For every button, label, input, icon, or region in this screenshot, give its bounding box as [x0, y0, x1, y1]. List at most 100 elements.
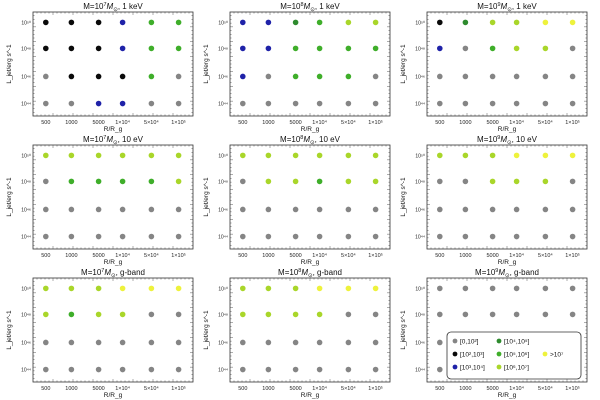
data-point: [316, 311, 323, 318]
x-tick-label: 5×10⁴: [144, 252, 159, 259]
data-point: [437, 285, 443, 292]
panel-frame: [229, 277, 391, 383]
y-axis-label: L_jet/erg s^-1: [203, 44, 210, 84]
data-point: [68, 100, 75, 107]
data-point: [372, 366, 379, 373]
x-tick-label: 5×10⁴: [538, 119, 553, 126]
data-point: [175, 100, 182, 107]
data-point: [372, 100, 379, 107]
x-tick-label: 5×10⁴: [144, 119, 159, 126]
data-point: [437, 73, 443, 80]
y-tick-label: 10⁵⁰: [218, 286, 228, 292]
data-point: [68, 178, 75, 185]
data-point: [316, 100, 323, 107]
data-point: [43, 19, 49, 26]
data-point: [292, 73, 299, 80]
data-point: [240, 73, 246, 80]
data-point: [372, 45, 379, 52]
legend-marker: [452, 351, 458, 357]
panel-title: M=108M⊙, 10 eV: [280, 135, 341, 146]
data-point: [292, 233, 299, 240]
panel-1: M=107M⊙, 1 keV 500 1000 5000 1×10⁴ 5×10⁴ 1×10⁵…: [6, 2, 194, 133]
data-point: [569, 206, 576, 213]
y-axis-label: L_jet/erg s^-1: [400, 310, 407, 350]
data-point: [265, 339, 272, 346]
legend-marker: [452, 338, 458, 344]
x-tick-label: 5000: [289, 386, 301, 392]
data-point: [95, 73, 102, 80]
data-point: [43, 206, 49, 213]
data-point: [119, 233, 126, 240]
y-tick-label: 10⁴⁸: [218, 46, 228, 52]
data-point: [542, 233, 549, 240]
x-tick-label: 5000: [486, 386, 498, 392]
data-point: [148, 73, 155, 80]
x-tick-label: 1×10⁴: [115, 119, 130, 126]
y-tick-label: 10⁴⁴: [218, 368, 228, 374]
data-point: [95, 285, 102, 292]
legend-marker: [496, 338, 502, 344]
data-point: [437, 152, 443, 159]
y-tick-label: 10⁴⁸: [218, 179, 228, 185]
data-point: [148, 233, 155, 240]
data-point: [119, 100, 126, 107]
data-point: [95, 152, 102, 159]
legend-entry-label: [10⁴,10⁵]: [504, 339, 530, 346]
y-tick-label: 10⁴⁴: [415, 102, 425, 108]
data-point: [462, 73, 469, 80]
data-point: [316, 206, 323, 213]
y-tick-label: 10⁴⁶: [415, 74, 425, 80]
data-point: [569, 233, 576, 240]
data-point: [345, 206, 352, 213]
data-point: [95, 19, 102, 26]
x-tick-label: 1×10⁴: [312, 252, 327, 259]
panel-title: M=107M⊙, g-band: [81, 268, 145, 279]
data-point: [68, 206, 75, 213]
y-tick-label: 10⁵⁰: [218, 153, 228, 159]
data-point: [489, 285, 496, 292]
data-point: [265, 45, 272, 52]
legend-box: [446, 331, 582, 380]
data-point: [489, 73, 496, 80]
x-tick-label: 1000: [459, 120, 471, 126]
data-point: [489, 19, 496, 26]
data-point: [292, 19, 299, 26]
x-tick-label: 500: [435, 386, 444, 392]
data-point: [569, 45, 576, 52]
x-axis-label: R/R_g: [498, 259, 517, 266]
x-tick-label: 5×10⁴: [538, 252, 553, 259]
x-tick-label: 500: [41, 253, 50, 259]
data-point: [489, 45, 496, 52]
data-point: [240, 19, 246, 26]
data-point: [542, 73, 549, 80]
y-tick-label: 10⁴⁶: [218, 207, 228, 213]
data-point: [513, 311, 520, 318]
data-point: [345, 339, 352, 346]
data-point: [462, 206, 469, 213]
y-tick-label: 10⁴⁸: [21, 312, 31, 318]
data-point: [148, 152, 155, 159]
data-point: [462, 45, 469, 52]
data-point: [68, 233, 75, 240]
panel-3: M=109M⊙, 1 keV 500 1000 5000 1×10⁴ 5×10⁴ 1×10⁵…: [400, 2, 588, 133]
data-point: [316, 339, 323, 346]
data-point: [240, 206, 246, 213]
data-point: [175, 152, 182, 159]
y-tick-label: 10⁴⁴: [415, 368, 425, 374]
data-point: [68, 311, 75, 318]
data-point: [437, 45, 443, 52]
data-point: [119, 19, 126, 26]
data-point: [119, 366, 126, 373]
legend-marker: [496, 351, 502, 357]
data-point: [372, 233, 379, 240]
x-axis-label: R/R_g: [498, 392, 517, 399]
y-tick-label: 10⁵⁰: [21, 20, 31, 26]
y-tick-label: 10⁴⁸: [21, 179, 31, 185]
x-tick-label: 1×10⁵: [565, 252, 580, 259]
x-tick-label: 5000: [289, 253, 301, 259]
y-axis-label: L_jet/erg s^-1: [6, 44, 13, 84]
panel-frame: [32, 277, 194, 383]
data-point: [542, 206, 549, 213]
y-tick-label: 10⁴⁸: [21, 46, 31, 52]
data-point: [68, 366, 75, 373]
